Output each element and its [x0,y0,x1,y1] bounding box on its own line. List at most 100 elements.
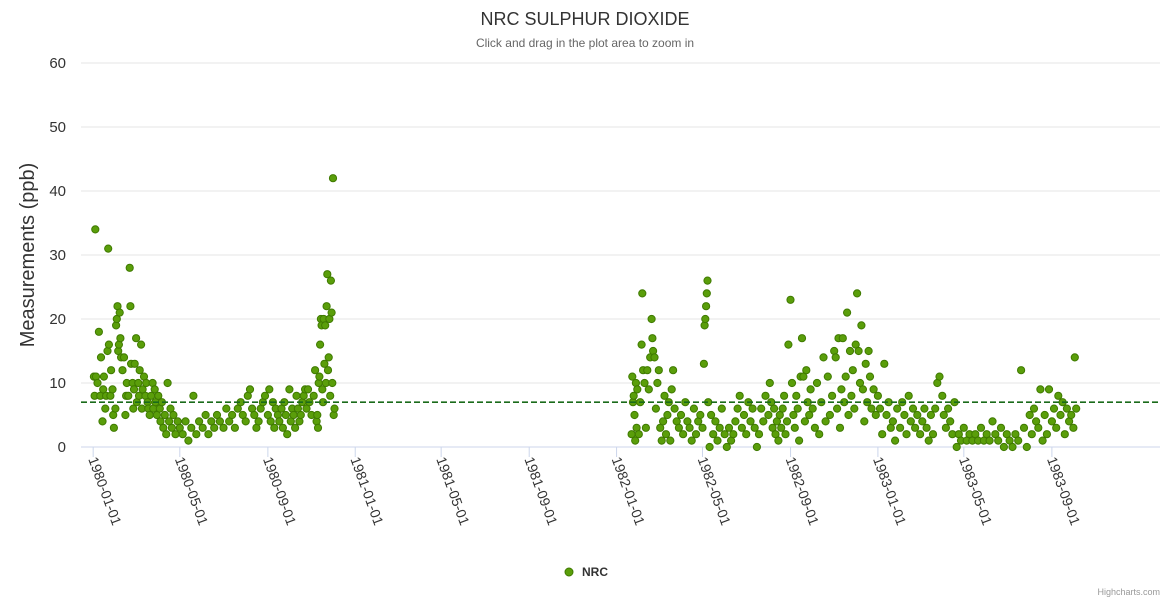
data-point-1982-03-05 [657,436,666,445]
data-point-1982-01-23 [628,372,637,381]
data-point-1982-03-11 [661,430,671,439]
data-point-1980-02-19 [124,391,133,400]
data-point-1980-02-21 [125,263,134,272]
data-point-1983-03-19 [928,430,938,439]
data-point-1982-06-01 [720,430,729,439]
data-point-1980-06-02 [198,423,207,432]
data-point-1983-04-12 [946,417,955,426]
data-point-1980-08-28 [260,391,270,400]
data-point-1980-02-15 [121,410,130,420]
data-point-1982-05-01 [698,423,707,432]
data-point-1983-09-13 [1056,410,1065,420]
x-tick-label-1982-01-01: 1982-01-01 [609,455,649,528]
data-point-1983-09-19 [1060,430,1069,439]
data-point-1980-11-09 [313,410,322,420]
data-point-1983-01-01 [873,391,883,400]
data-point-1980-09-28 [283,430,292,439]
data-point-1980-01-28 [108,385,117,394]
data-point-1983-07-24 [1019,423,1029,432]
data-point-1982-02-05 [637,340,646,349]
data-point-1982-09-13 [795,436,804,445]
data-point-1982-12-09 [857,321,866,330]
data-point-1983-01-10 [880,359,889,368]
data-point-1983-04-03 [939,410,948,420]
data-point-1983-07-08 [1008,442,1017,452]
data-point-1982-02-11 [641,423,651,432]
data-point-1980-03-01 [132,334,141,343]
data-point-1982-03-21 [669,366,678,375]
data-point-1980-04-25 [171,430,180,439]
data-point-1982-12-23 [867,404,876,413]
data-point-1982-09-05 [789,410,798,420]
data-point-1980-10-27 [303,385,313,394]
data-point-1983-02-07 [900,410,909,420]
data-point-1982-09-17 [797,334,807,343]
data-point-1980-01-04 [91,225,100,234]
data-point-1982-01-26 [630,410,639,420]
data-point-1980-11-16 [318,385,327,394]
data-point-1983-06-06 [985,436,994,445]
data-point-1982-05-16 [709,430,718,439]
data-point-1980-11-04 [309,391,318,400]
legend-item-nrc[interactable]: NRC [564,565,608,579]
data-point-1980-05-28 [195,417,204,426]
data-point-1982-07-13 [750,423,759,432]
data-point-1983-07-16 [1014,436,1023,445]
data-point-1982-10-29 [828,391,837,400]
data-point-1980-01-22 [104,244,113,253]
data-point-1980-09-10 [270,423,279,432]
grid-lines [81,62,1160,448]
data-point-1982-11-05 [833,404,842,413]
x-tick-label-1981-05-01: 1981-05-01 [433,455,473,528]
data-point-1980-07-13 [228,410,237,420]
data-point-1980-05-17 [187,423,196,432]
data-point-1982-10-05 [810,423,820,432]
x-tick-label-1982-05-01: 1982-05-01 [695,455,735,528]
data-point-1980-03-08 [137,340,146,349]
y-tick-label-30: 30 [49,247,66,264]
data-point-1983-09-10 [1054,391,1063,400]
data-point-1983-01-28 [893,404,902,413]
data-point-1982-11-09 [835,423,845,432]
data-point-1982-03-23 [670,404,679,413]
data-point-1983-08-22 [1040,410,1049,420]
data-point-1983-04-06 [941,423,951,432]
data-point-1982-11-23 [845,346,855,356]
data-point-1982-08-19 [777,423,786,432]
y-tick-label-20: 20 [49,311,66,328]
chart-subtitle: Click and drag in the plot area to zoom … [476,36,694,50]
data-point-1982-06-28 [739,410,749,420]
data-point-1982-11-17 [841,372,850,381]
data-point-1982-05-25 [715,423,724,432]
data-point-1980-07-05 [222,404,231,413]
x-axis-ticks: 1980-01-01 1980-05-01 1980-09-01 1981-01-01… [85,447,1084,528]
data-point-1980-04-01 [154,391,163,400]
data-point-1983-08-19 [1038,436,1047,445]
data-point-1983-08-13 [1034,423,1043,432]
data-point-1980-01-14 [98,417,107,426]
data-point-1982-11-03 [831,353,840,362]
data-point-1982-02-09 [640,378,649,388]
credits-link[interactable]: Highcharts.com [1097,587,1160,597]
data-point-1982-05-19 [711,417,720,426]
data-point-1982-11-25 [847,391,856,400]
data-points[interactable] [89,174,1081,452]
data-point-1980-04-12 [162,430,171,439]
data-point-1980-09-22 [278,423,287,432]
data-point-1980-02-07 [115,308,124,317]
data-point-1980-09-03 [265,385,274,394]
data-point-1982-02-19 [647,314,656,324]
data-point-1982-03-19 [667,385,676,394]
data-point-1982-03-29 [674,423,684,432]
data-point-1980-08-13 [250,410,259,420]
y-tick-label-40: 40 [49,183,66,200]
data-point-1982-05-28 [717,404,726,413]
data-point-1982-09-09 [792,391,801,400]
data-point-1980-04-14 [163,378,172,388]
data-point-1983-06-10 [988,417,997,426]
data-point-1980-10-09 [291,423,300,432]
data-point-1982-08-25 [781,430,790,439]
x-tick-label-1983-09-01: 1983-09-01 [1044,455,1084,528]
data-point-1983-10-03 [1070,353,1079,362]
